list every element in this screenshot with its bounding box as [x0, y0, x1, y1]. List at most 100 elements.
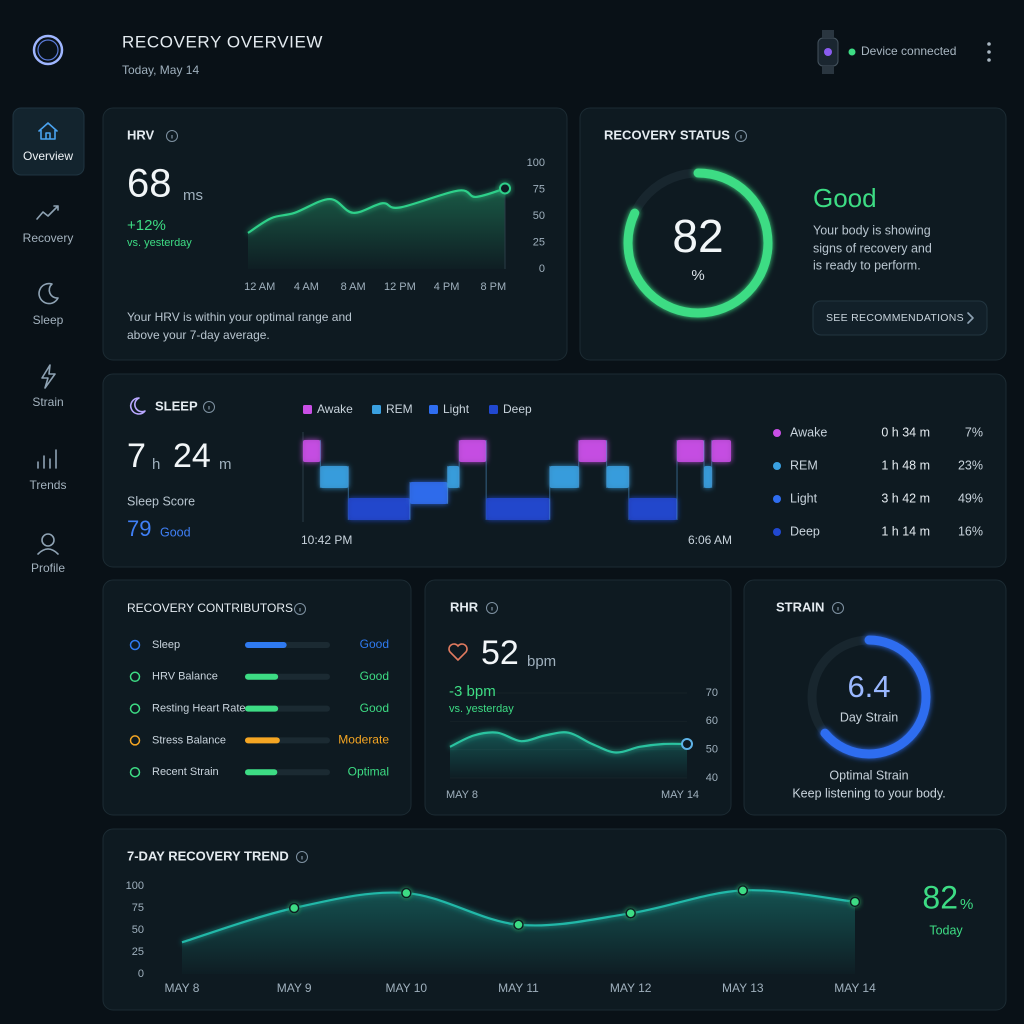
card-title: HRV — [127, 127, 155, 142]
stage-share: 23% — [958, 458, 983, 472]
contributor-status: Good — [360, 637, 389, 651]
legend-swatch — [429, 405, 438, 414]
contributors-card — [102, 579, 412, 816]
sleep-segment — [578, 440, 607, 462]
y-tick-label: 75 — [533, 183, 545, 195]
logo[interactable] — [32, 34, 64, 66]
sleep-score-status: Good — [160, 525, 191, 539]
stage-duration: 0 h 34 m — [881, 425, 930, 439]
contributor-status: Optimal — [348, 764, 389, 778]
legend-label: Deep — [503, 402, 532, 416]
x-tick-label: 12 PM — [384, 281, 416, 293]
stage-share: 16% — [958, 524, 983, 538]
legend-swatch — [489, 405, 498, 414]
sleep-minutes: 24 — [173, 437, 211, 475]
strain-card — [743, 579, 1007, 816]
point — [849, 896, 861, 908]
hrv-value: 68 — [127, 162, 172, 206]
contributor-label: Resting Heart Rate — [152, 703, 246, 715]
menu-button[interactable] — [987, 42, 991, 62]
stage-name: Awake — [790, 425, 827, 439]
page-date: Today, May 14 — [122, 63, 199, 77]
watch-strap — [822, 66, 834, 74]
x-tick-label: MAY 14 — [834, 981, 876, 995]
x-tick-label: MAY 8 — [165, 981, 200, 995]
point — [401, 887, 412, 899]
ring-progress — [807, 635, 931, 759]
contributor-label: Recent Strain — [152, 766, 219, 778]
y-tick-label: 50 — [533, 210, 545, 222]
trend-current-unit: % — [960, 896, 973, 913]
recommendations-button[interactable]: SEE RECOMMENDATIONS — [812, 300, 988, 336]
profile-icon — [37, 533, 59, 555]
sleep-segment — [711, 440, 731, 462]
nav-item[interactable]: Sleep — [33, 313, 64, 327]
bar — [245, 642, 287, 648]
strain-status: Optimal Strain — [829, 768, 908, 782]
contributor-icon — [129, 735, 141, 746]
rhr-change: -3 bpm — [449, 683, 496, 700]
stage-share: 7% — [965, 425, 983, 439]
point — [288, 902, 300, 914]
sleep-segment — [348, 498, 410, 520]
y-tick-label: 0 — [539, 263, 545, 275]
x-label: MAY 14 — [661, 789, 699, 801]
contributor-label: Sleep — [152, 639, 180, 651]
stage-dot — [773, 462, 781, 470]
card-title: RECOVERY STATUS — [604, 127, 730, 142]
nav-item[interactable]: Overview — [23, 149, 73, 163]
strain-value: 6.4 — [847, 669, 890, 704]
nav-item[interactable]: Recovery — [23, 231, 74, 245]
trend-current: 82 — [922, 879, 958, 915]
sleep-start: 10:42 PM — [301, 533, 352, 547]
card-title: SLEEP — [155, 398, 198, 413]
sleep-score: 79 — [127, 516, 151, 541]
stage-dot — [773, 528, 781, 536]
contributor-status: Moderate — [338, 733, 389, 747]
sleep-segment — [677, 440, 705, 462]
line-area — [182, 890, 855, 974]
sleep-segment — [320, 466, 349, 488]
line — [247, 187, 506, 234]
y-tick-label: 70 — [706, 687, 718, 699]
sleep-segment — [549, 466, 579, 488]
moon-icon — [130, 397, 146, 415]
sleep-icon — [38, 282, 59, 305]
stage-duration: 1 h 14 m — [881, 524, 930, 538]
nav-item[interactable]: Trends — [30, 478, 67, 492]
point — [513, 919, 524, 930]
y-tick-label: 40 — [706, 772, 718, 784]
home-icon — [38, 122, 58, 140]
y-tick-label: 100 — [527, 157, 545, 169]
sleep-hours-unit: h — [152, 456, 160, 473]
end-point — [499, 182, 511, 195]
sleep-end: 6:06 AM — [688, 533, 732, 547]
heart-icon — [448, 643, 468, 662]
rhr-change-note: vs. yesterday — [449, 703, 514, 715]
button-label: SEE RECOMMENDATIONS — [826, 312, 964, 324]
sleep-segment — [704, 466, 712, 488]
hrv-note: above your 7-day average. — [127, 328, 270, 342]
stage-dot — [773, 495, 781, 503]
recovery-score: 82 — [672, 210, 723, 262]
info-icon — [166, 130, 178, 142]
recovery-description: signs of recovery and — [813, 241, 932, 255]
strain-label: Day Strain — [840, 710, 898, 724]
recovery-icon — [36, 205, 59, 220]
stage-name: Deep — [790, 524, 820, 538]
x-tick-label: MAY 12 — [610, 981, 652, 995]
sleep-segment — [628, 498, 678, 520]
stage-name: REM — [790, 458, 818, 472]
x-tick-label: MAY 13 — [722, 981, 764, 995]
info-icon — [832, 602, 844, 614]
ring-progress — [623, 168, 773, 318]
recovery-status: Good — [813, 183, 877, 213]
page-title: RECOVERY OVERVIEW — [122, 32, 323, 51]
nav-item[interactable]: Profile — [31, 561, 65, 575]
stage-duration: 3 h 42 m — [881, 491, 930, 505]
chevron — [967, 312, 974, 324]
x-tick-label: 8 AM — [341, 281, 366, 293]
x-label: MAY 8 — [446, 789, 478, 801]
nav-item[interactable]: Strain — [32, 395, 63, 409]
